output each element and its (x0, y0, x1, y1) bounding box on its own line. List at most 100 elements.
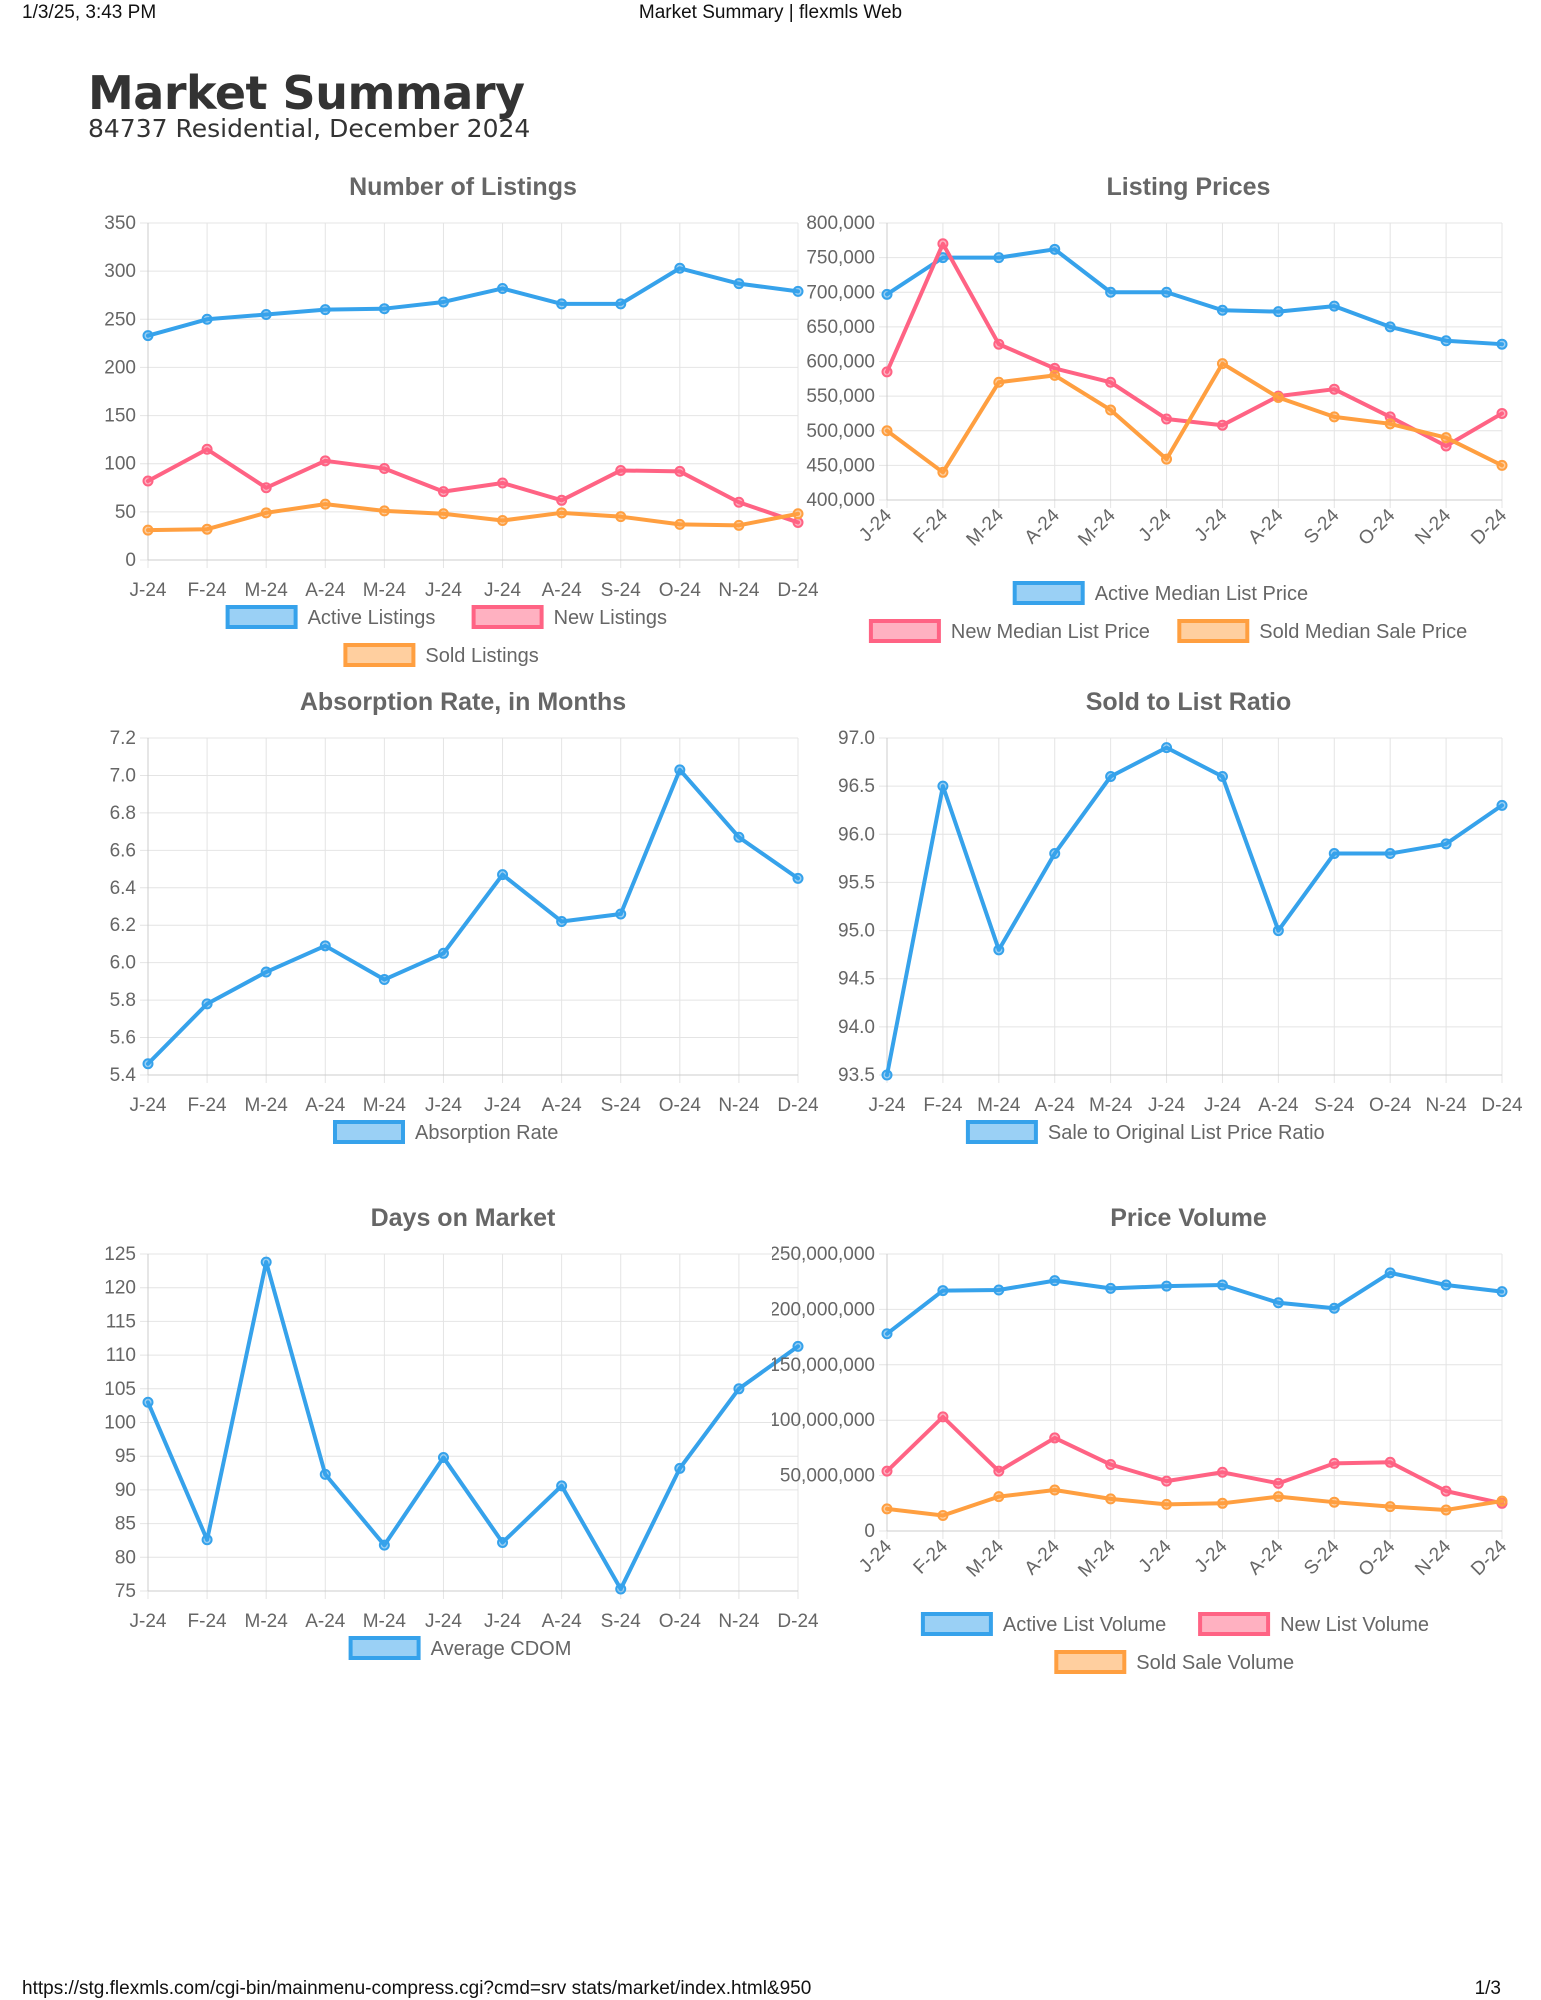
print-page-title: Market Summary | flexmls Web (638, 2, 903, 23)
y-tick-label: 85 (115, 1514, 136, 1535)
y-tick-label: 110 (106, 1345, 136, 1366)
data-point (993, 1491, 1005, 1503)
x-tick-label: M-24 (963, 505, 1009, 551)
data-point (881, 1069, 893, 1081)
data-point (615, 298, 627, 310)
x-tick-label: J-24 (130, 1095, 167, 1116)
y-tick-label: 5.4 (110, 1065, 137, 1086)
data-point (1105, 771, 1117, 783)
x-tick-label: N-24 (1411, 1536, 1455, 1580)
data-point (937, 238, 949, 250)
y-tick-label: 100 (104, 454, 136, 475)
x-tick-label: M-24 (1074, 1536, 1120, 1582)
y-tick-label: 650,000 (806, 317, 875, 338)
x-tick-label: J-24 (484, 580, 521, 601)
data-point (1384, 418, 1396, 430)
x-tick-label: A-24 (305, 1611, 346, 1632)
x-tick-label: O-24 (659, 1611, 702, 1632)
data-point (993, 376, 1005, 388)
y-tick-label: 94.5 (838, 969, 875, 990)
series-line (885, 241, 1504, 448)
y-tick-label: 0 (864, 1521, 875, 1542)
data-point (1328, 1302, 1340, 1314)
x-tick-label: N-24 (1411, 505, 1455, 549)
y-tick-label: 600,000 (806, 352, 875, 373)
chart-svg: Sold to List Ratio 93.5 94.0 94.5 95.0 95.5 96… (838, 688, 1522, 1144)
data-point (1105, 376, 1117, 388)
x-tick-label: A-24 (1244, 1536, 1288, 1580)
data-point (378, 463, 390, 475)
legend-swatch (343, 643, 416, 667)
series-line (885, 247, 1504, 347)
chart-svg: Number of Listings 0 50 100 150 200 250 300 350 J… (104, 173, 818, 667)
x-tick-label: J-24 (484, 1611, 521, 1632)
x-tick-label: M-24 (245, 1095, 289, 1116)
x-tick-label: O-24 (1355, 1536, 1400, 1581)
data-point (1216, 1497, 1228, 1509)
legend-label: Sold Listings (425, 645, 538, 667)
x-tick-label: A-24 (542, 1095, 583, 1116)
legend-swatch (225, 605, 298, 629)
x-tick-label: A-24 (542, 580, 583, 601)
data-point (937, 466, 949, 478)
data-point (881, 1503, 893, 1515)
data-point (437, 1452, 449, 1464)
data-point (1496, 1286, 1508, 1298)
data-point (1440, 1279, 1452, 1291)
x-tick-label: N-24 (718, 580, 760, 601)
chart-days-on-market: Days on Market 75 80 85 90 95 100 105 110 115 120 1… (68, 1196, 818, 1716)
x-tick-label: S-24 (1300, 505, 1344, 549)
legend-swatch (868, 619, 941, 643)
x-tick-label: J-24 (484, 1095, 521, 1116)
data-point (1161, 1498, 1173, 1510)
x-tick-label: O-24 (1369, 1095, 1412, 1116)
x-tick-label: N-24 (1425, 1095, 1467, 1116)
data-point (260, 507, 272, 519)
data-point (142, 1058, 154, 1070)
legend-swatch (965, 1120, 1038, 1144)
data-point (497, 515, 509, 527)
x-tick-label: J-24 (1191, 505, 1232, 546)
y-tick-label: 93.5 (838, 1065, 875, 1086)
x-tick-label: F-24 (188, 580, 228, 601)
data-point (615, 464, 627, 476)
data-point (1496, 799, 1508, 811)
data-point (881, 1328, 893, 1340)
data-point (201, 1534, 213, 1546)
y-tick-label: 95.5 (838, 872, 875, 893)
data-point (497, 282, 509, 294)
data-point (615, 908, 627, 920)
data-point (1384, 1267, 1396, 1279)
y-tick-label: 97.0 (838, 728, 875, 749)
data-point (142, 330, 154, 342)
series-line (885, 1488, 1504, 1518)
data-point (1440, 838, 1452, 850)
data-point (1161, 1280, 1173, 1292)
chart-absorption-rate: Absorption Rate, in Months 5.4 5.6 5.8 6.0 6.… (68, 680, 818, 1200)
y-tick-label: 400,000 (806, 490, 875, 511)
x-tick-label: S-24 (601, 1611, 642, 1632)
x-tick-label: D-24 (1481, 1095, 1522, 1116)
legend-label: Active Median List Price (1095, 583, 1308, 605)
data-point (1328, 1496, 1340, 1508)
legend-label: New List Volume (1280, 1614, 1429, 1636)
data-point (378, 303, 390, 315)
chart-svg: Days on Market 75 80 85 90 95 100 105 110 115 120 1… (104, 1204, 818, 1660)
data-point (556, 1480, 568, 1492)
data-point (378, 505, 390, 517)
data-point (993, 1284, 1005, 1296)
data-point (1328, 300, 1340, 312)
data-point (1384, 1501, 1396, 1513)
data-point (1272, 1477, 1284, 1489)
data-point (1440, 432, 1452, 444)
page-title: Market Summary (88, 66, 525, 120)
x-tick-label: S-24 (601, 580, 642, 601)
x-tick-label: A-24 (1021, 1536, 1065, 1580)
legend-label: Active Listings (308, 607, 436, 629)
x-tick-label: J-24 (425, 580, 462, 601)
page-subtitle: 84737 Residential, December 2024 (88, 114, 531, 143)
data-point (1216, 358, 1228, 370)
x-tick-label: F-24 (923, 1095, 963, 1116)
series-line (146, 447, 800, 525)
data-point (1328, 411, 1340, 423)
